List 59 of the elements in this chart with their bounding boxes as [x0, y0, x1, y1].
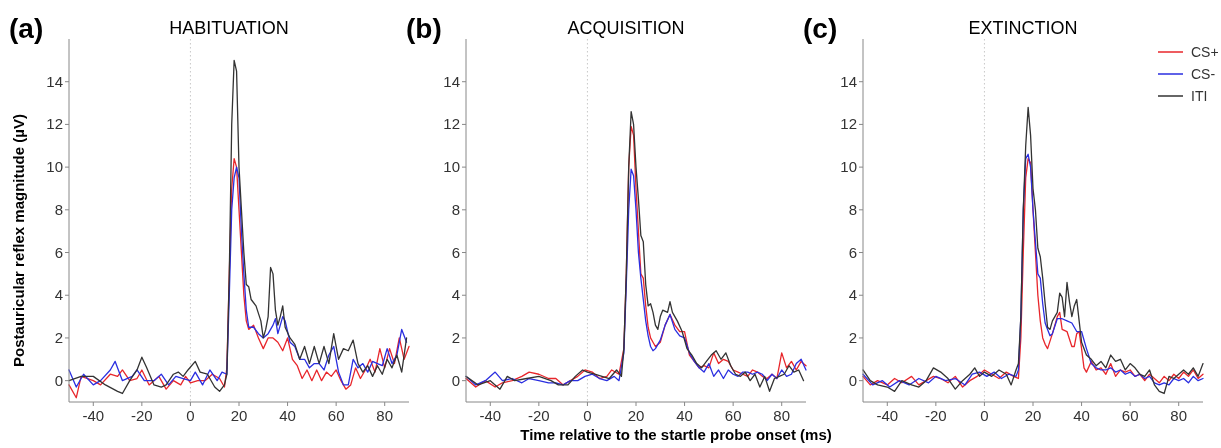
legend-label: CS- [1191, 66, 1216, 82]
y-tick-label: 12 [443, 115, 460, 133]
x-tick-label: 0 [583, 407, 592, 424]
y-tick-label: 8 [54, 200, 63, 218]
y-tick-label: 0 [54, 371, 63, 389]
y-tick-label: 2 [54, 328, 63, 346]
chart-title: EXTINCTION [968, 18, 1078, 38]
x-tick-label: 40 [676, 407, 693, 424]
line-series [465, 168, 807, 386]
x-tick-label: 80 [1170, 407, 1188, 424]
annotation: (b) [406, 13, 442, 44]
y-tick-label: 14 [840, 72, 857, 90]
y-tick-label: 6 [848, 243, 857, 261]
y-tick-label: 6 [451, 243, 460, 261]
x-tick-label: 60 [724, 407, 742, 424]
x-tick-label: -40 [876, 407, 899, 424]
y-tick-label: 8 [848, 200, 857, 218]
y-tick-label: 12 [840, 115, 857, 133]
legend-label: ITI [1191, 88, 1208, 104]
y-tick-label: 10 [443, 158, 460, 176]
y-tick-label: 14 [443, 72, 460, 90]
y-tick-label: 2 [848, 328, 857, 346]
x-tick-label: -20 [925, 407, 947, 424]
y-tick-label: 4 [848, 286, 857, 304]
y-tick-label: 10 [840, 158, 857, 176]
x-tick-label: 20 [230, 407, 248, 424]
x-tick-label: -20 [528, 407, 550, 424]
y-axis-title: Postauricular reflex magnitude (µV) [10, 114, 27, 367]
x-tick-label: 0 [980, 407, 989, 424]
chart-title: HABITUATION [169, 18, 289, 38]
x-tick-label: 80 [773, 407, 791, 424]
x-tick-label: -40 [479, 407, 502, 424]
y-tick-label: 4 [451, 286, 460, 304]
line-series [68, 59, 408, 395]
y-tick-label: 4 [54, 286, 63, 304]
y-tick-label: 2 [451, 328, 460, 346]
x-tick-label: 80 [376, 407, 394, 424]
y-tick-label: 14 [46, 72, 63, 90]
y-tick-label: 0 [451, 371, 460, 389]
y-tick-label: 10 [46, 158, 63, 176]
x-tick-label: -40 [82, 407, 105, 424]
legend-label: CS+ [1191, 44, 1219, 60]
x-tick-label: 20 [1024, 407, 1042, 424]
x-tick-label: 60 [1121, 407, 1139, 424]
x-tick-label: 0 [186, 407, 195, 424]
y-tick-label: 0 [848, 371, 857, 389]
annotation: (c) [803, 13, 838, 44]
y-tick-label: 8 [451, 200, 460, 218]
x-tick-label: -20 [131, 407, 153, 424]
x-tick-label: 40 [1073, 407, 1090, 424]
y-tick-label: 6 [54, 243, 63, 261]
x-tick-label: 60 [327, 407, 345, 424]
text: (a) [9, 13, 44, 44]
line-series [862, 106, 1204, 395]
x-tick-label: 20 [627, 407, 645, 424]
x-tick-label: 40 [279, 407, 296, 424]
chart-title: ACQUISITION [567, 18, 685, 38]
y-tick-label: 12 [46, 115, 63, 133]
x-axis-title: Time relative to the startle probe onset (ms) [520, 426, 832, 443]
